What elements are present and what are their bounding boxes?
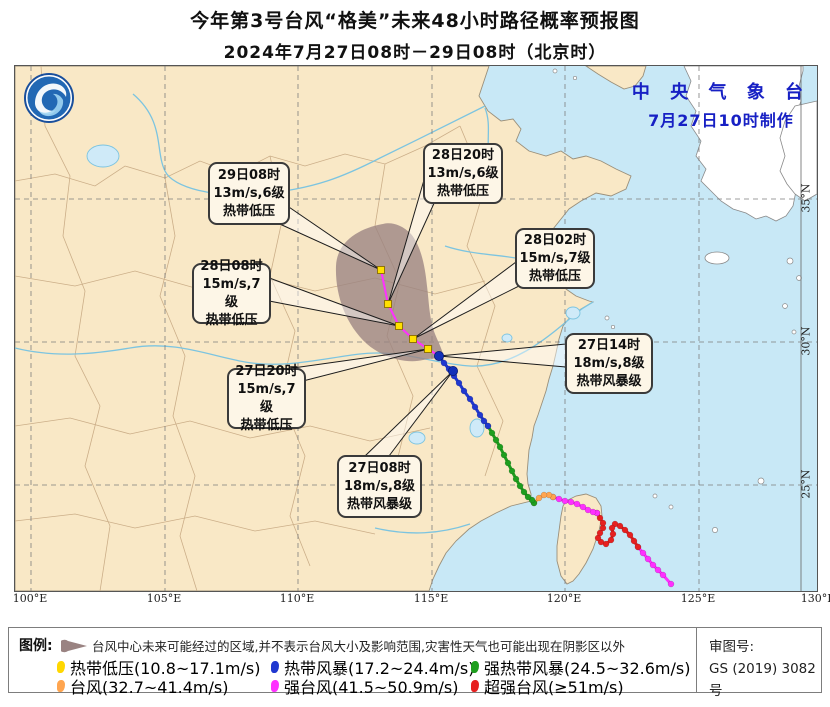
callout-line: 27日14时 xyxy=(577,337,641,353)
legend-item: 超强台风(≥51m/s) xyxy=(471,674,624,698)
legend: 图例: 台风中心未来可能经过的区域,并不表示台风大小及影响范围,灾害性天气也可能… xyxy=(8,627,822,699)
legend-item-label: 热带风暴(17.2~24.4m/s) xyxy=(284,659,475,678)
legend-item-label: 超强台风(≥51m/s) xyxy=(484,678,624,697)
callout-leaders xyxy=(263,179,567,457)
legend-item-label: 强台风(41.5~50.9m/s) xyxy=(284,678,459,697)
legend-title: 图例: xyxy=(19,638,53,654)
callout-line: 18m/s,8级 xyxy=(573,355,645,371)
typhoon-intensity-icon xyxy=(471,680,479,692)
page-title: 今年第3号台风“格美”未来48小时路径概率预报图 xyxy=(190,10,640,32)
callout-line: 13m/s,6级 xyxy=(213,185,285,201)
legend-item-label: 强热带风暴(24.5~32.6m/s) xyxy=(484,659,691,678)
legend-item-label: 台风(32.7~41.4m/s) xyxy=(70,678,229,697)
callout-line: 18m/s,8级 xyxy=(343,478,416,494)
lon-tick-label: 130°E xyxy=(800,592,830,605)
callout-line: 15m/s,7级 xyxy=(519,250,591,266)
callout-c-28-02: 28日02时 15m/s,7级 热带低压 xyxy=(515,228,595,289)
lat-tick-label: 25°N xyxy=(799,469,813,499)
credit-block: 中 央 气 象 台 7月27日10时制作 xyxy=(632,78,810,131)
callout-line: 热带风暴级 xyxy=(346,496,412,512)
lon-tick-label: 110°E xyxy=(279,592,315,605)
credit-agency: 中 央 气 象 台 xyxy=(631,82,810,103)
callout-c-27-08: 27日08时 18m/s,8级 热带风暴级 xyxy=(337,455,422,518)
lon-tick-label: 125°E xyxy=(680,592,716,605)
lakes xyxy=(86,144,581,445)
callout-line: 29日08时 xyxy=(217,167,281,183)
liaodong-peninsula xyxy=(585,66,647,90)
callout-line: 15m/s,7级 xyxy=(237,381,296,415)
lon-tick-label: 105°E xyxy=(146,592,182,605)
jeju-island xyxy=(704,251,730,265)
typhoon-intensity-icon xyxy=(57,680,65,692)
cma-logo xyxy=(24,73,74,123)
legend-item: 热带低压(10.8~17.1m/s) xyxy=(57,655,260,679)
callout-line: 热带低压 xyxy=(528,268,581,284)
page-subtitle: 2024年7月27日08时－29日08时（北京时） xyxy=(223,43,607,63)
legend-item: 台风(32.7~41.4m/s) xyxy=(57,674,228,698)
typhoon-intensity-icon xyxy=(271,661,279,673)
lat-tick-label: 30°N xyxy=(799,326,813,356)
legend-cone-text: 台风中心未来可能经过的区域,并不表示台风大小及影响范围,灾害性天气也可能出现在阴… xyxy=(92,639,625,654)
ryukyu-islands xyxy=(552,68,802,533)
callout-line: 28日08时 xyxy=(200,258,263,274)
legend-item-label: 热带低压(10.8~17.1m/s) xyxy=(70,659,261,678)
callout-line: 热带风暴级 xyxy=(576,373,642,389)
typhoon-intensity-icon xyxy=(57,661,65,673)
cone-icon xyxy=(61,639,87,652)
map-review-number: 审图号: GS (2019) 3082号 xyxy=(709,636,821,702)
typhoon-intensity-icon xyxy=(471,661,479,673)
review-value: GS (2019) 3082号 xyxy=(709,661,816,699)
callout-line: 27日08时 xyxy=(348,460,411,476)
callout-line: 热带低压 xyxy=(205,312,258,328)
callout-c-29-08: 29日08时 13m/s,6级 热带低压 xyxy=(208,162,290,225)
title-block: 今年第3号台风“格美”未来48小时路径概率预报图 2024年7月27日08时－2… xyxy=(0,6,830,63)
lat-tick-label: 35°N xyxy=(799,183,813,213)
legend-divider xyxy=(696,628,697,692)
callout-c-28-08: 28日08时 15m/s,7级热带低压 xyxy=(192,259,271,328)
taiwan-island xyxy=(556,493,603,585)
review-label: 审图号: xyxy=(709,639,755,655)
callout-line: 28日02时 xyxy=(523,232,587,248)
typhoon-intensity-icon xyxy=(271,680,279,692)
lon-tick-label: 120°E xyxy=(546,592,582,605)
callout-line: 27日20时 xyxy=(235,363,298,379)
callout-c-27-14: 27日14时 18m/s,8级 热带风暴级 xyxy=(565,333,653,394)
callout-line: 热带低压 xyxy=(222,203,275,219)
typhoon-track xyxy=(377,266,675,588)
legend-item: 强热带风暴(24.5~32.6m/s) xyxy=(471,655,690,679)
legend-item: 强台风(41.5~50.9m/s) xyxy=(271,674,458,698)
callout-line: 13m/s,6级 xyxy=(427,165,499,181)
callout-c-28-20: 28日20时 13m/s,6级 热带低压 xyxy=(423,143,503,204)
callout-line: 热带低压 xyxy=(240,417,293,433)
callout-line: 15m/s,7级 xyxy=(202,276,261,310)
callout-line: 热带低压 xyxy=(436,183,489,199)
legend-cone-row: 台风中心未来可能经过的区域,并不表示台风大小及影响范围,灾害性天气也可能出现在阴… xyxy=(61,636,625,655)
lon-tick-label: 115°E xyxy=(413,592,449,605)
credit-issued-time: 7月27日10时制作 xyxy=(648,111,794,130)
callout-c-27-20: 27日20时 15m/s,7级热带低压 xyxy=(227,364,306,433)
legend-item: 热带风暴(17.2~24.4m/s) xyxy=(271,655,474,679)
lon-tick-label: 100°E xyxy=(12,592,48,605)
callout-line: 28日20时 xyxy=(431,147,495,163)
